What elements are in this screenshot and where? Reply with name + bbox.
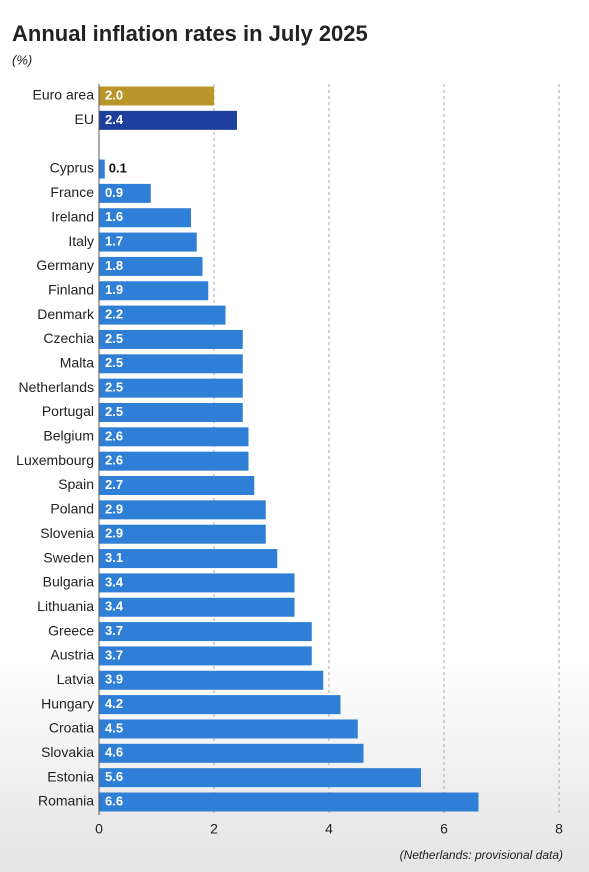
bar xyxy=(99,743,364,763)
y-tick-label: Italy xyxy=(68,233,94,249)
bar xyxy=(99,232,197,252)
bar xyxy=(99,305,226,325)
y-tick-label: Romania xyxy=(38,793,94,809)
y-tick-label: France xyxy=(50,184,94,200)
y-tick-label: Luxembourg xyxy=(16,452,94,468)
y-tick-label: Portugal xyxy=(42,403,94,419)
bar xyxy=(99,208,191,228)
bar xyxy=(99,451,249,471)
value-label: 0.1 xyxy=(109,160,127,175)
y-tick-label: Cyprus xyxy=(50,160,94,176)
y-tick-label: Slovakia xyxy=(41,744,94,760)
bar xyxy=(99,597,295,617)
value-label: 0.9 xyxy=(105,185,123,200)
y-tick-label: Denmark xyxy=(37,306,95,322)
value-label: 1.7 xyxy=(105,234,123,249)
y-tick-label: Lithuania xyxy=(37,598,94,614)
x-tick-label: 4 xyxy=(325,821,333,837)
value-label: 2.7 xyxy=(105,477,123,492)
y-tick-label: Ireland xyxy=(51,208,94,224)
x-tick-label: 2 xyxy=(210,821,218,837)
bar xyxy=(99,329,243,349)
bar xyxy=(99,476,255,496)
value-label: 4.5 xyxy=(105,720,123,735)
value-label: 2.5 xyxy=(105,355,123,370)
value-label: 4.6 xyxy=(105,745,123,760)
y-tick-label: Czechia xyxy=(43,330,94,346)
y-tick-label: Belgium xyxy=(43,428,94,444)
value-label: 2.9 xyxy=(105,526,123,541)
value-label: 5.6 xyxy=(105,769,123,784)
y-tick-label: Germany xyxy=(36,257,94,273)
y-tick-label: EU xyxy=(75,111,94,127)
bar xyxy=(99,670,324,690)
bar xyxy=(99,402,243,422)
value-label: 2.6 xyxy=(105,453,123,468)
y-tick-label: Slovenia xyxy=(40,525,94,541)
y-tick-label: Euro area xyxy=(33,87,95,103)
bar xyxy=(99,622,312,642)
value-label: 1.6 xyxy=(105,209,123,224)
bar xyxy=(99,573,295,593)
bar xyxy=(99,695,341,715)
value-label: 3.1 xyxy=(105,550,123,565)
y-tick-label: Poland xyxy=(50,501,94,517)
y-tick-label: Finland xyxy=(48,281,94,297)
bar xyxy=(99,159,105,179)
bar xyxy=(99,524,266,544)
bar xyxy=(99,427,249,447)
value-label: 2.2 xyxy=(105,307,123,322)
bar xyxy=(99,646,312,666)
y-tick-label: Hungary xyxy=(41,695,94,711)
value-label: 1.8 xyxy=(105,258,123,273)
x-tick-label: 0 xyxy=(95,821,103,837)
bar xyxy=(99,110,237,130)
y-tick-label: Spain xyxy=(58,476,94,492)
value-label: 6.6 xyxy=(105,793,123,808)
x-tick-label: 8 xyxy=(555,821,563,837)
value-label: 3.4 xyxy=(105,599,124,614)
value-label: 2.5 xyxy=(105,404,123,419)
bar xyxy=(99,500,266,520)
y-tick-label: Netherlands xyxy=(19,379,95,395)
subtitle: (%) xyxy=(12,52,32,67)
value-label: 2.0 xyxy=(105,87,123,102)
y-tick-label: Greece xyxy=(48,622,94,638)
value-label: 2.5 xyxy=(105,331,123,346)
bar xyxy=(99,354,243,374)
bar xyxy=(99,719,358,739)
y-tick-label: Estonia xyxy=(47,768,94,784)
bar xyxy=(99,183,151,203)
value-label: 3.7 xyxy=(105,623,123,638)
bar xyxy=(99,281,209,301)
note: (Netherlands: provisional data) xyxy=(400,848,563,862)
x-tick-label: 6 xyxy=(440,821,448,837)
value-label: 2.9 xyxy=(105,501,123,516)
bar xyxy=(99,549,278,569)
value-label: 2.4 xyxy=(105,112,124,127)
value-label: 3.9 xyxy=(105,672,123,687)
value-label: 1.9 xyxy=(105,282,123,297)
bar xyxy=(99,792,479,812)
y-tick-label: Croatia xyxy=(49,720,94,736)
bar xyxy=(99,86,214,106)
value-label: 2.5 xyxy=(105,380,123,395)
y-tick-label: Austria xyxy=(50,647,94,663)
bar xyxy=(99,256,203,276)
y-tick-label: Sweden xyxy=(43,549,94,565)
bar xyxy=(99,768,421,788)
y-tick-label: Latvia xyxy=(57,671,95,687)
value-label: 3.4 xyxy=(105,574,124,589)
chart-title: Annual inflation rates in July 2025 xyxy=(12,21,368,46)
value-label: 2.6 xyxy=(105,428,123,443)
bar xyxy=(99,378,243,398)
value-label: 4.2 xyxy=(105,696,123,711)
y-tick-label: Malta xyxy=(60,354,94,370)
y-tick-label: Bulgaria xyxy=(43,574,95,590)
value-label: 3.7 xyxy=(105,647,123,662)
